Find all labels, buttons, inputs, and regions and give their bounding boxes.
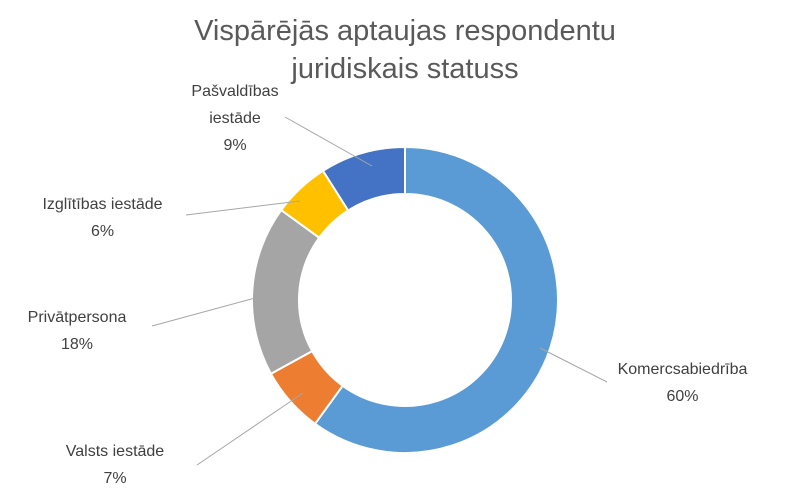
- value-label: 9%: [223, 137, 247, 154]
- value-label: 18%: [60, 336, 94, 353]
- data-label: Komercsabiedrība 60%: [610, 356, 755, 410]
- category-label: Izglītības iestāde: [42, 196, 163, 213]
- donut-segment: [251, 208, 321, 376]
- category-label: Komercsabiedrība: [617, 361, 748, 378]
- data-label: Privātpersona 18%: [6, 304, 148, 358]
- value-label: 7%: [103, 470, 127, 487]
- value-label: 6%: [90, 223, 115, 240]
- leader-line: [284, 116, 373, 167]
- data-label: Valsts iestāde 7%: [40, 438, 190, 488]
- data-label: Izglītības iestāde 6%: [20, 191, 185, 245]
- donut-segment: [321, 145, 406, 212]
- chart-title: Vispārējās aptaujas respondentu juridisk…: [194, 15, 616, 85]
- leader-line: [185, 200, 301, 216]
- leader-line: [196, 392, 304, 466]
- value-label: 60%: [666, 388, 699, 405]
- leader-line: [539, 347, 608, 383]
- category-label: Pašvaldības iestāde: [191, 83, 279, 127]
- leader-line: [151, 297, 256, 327]
- data-label: Pašvaldības iestāde 9%: [170, 78, 300, 159]
- donut-segment: [313, 145, 559, 454]
- category-label: Valsts iestāde: [65, 443, 165, 460]
- category-label: Privātpersona: [27, 309, 127, 326]
